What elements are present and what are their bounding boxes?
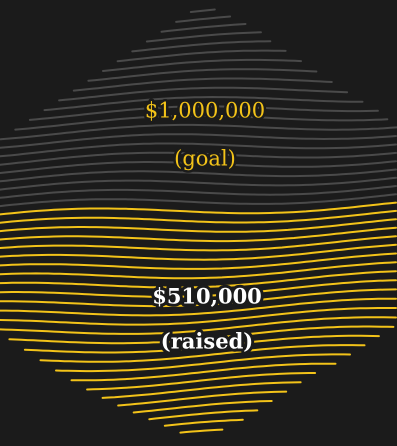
wave-line xyxy=(55,353,351,373)
wave-line xyxy=(72,77,333,92)
wave-line xyxy=(0,133,397,149)
wave-line xyxy=(0,218,397,233)
wave-line xyxy=(160,23,247,33)
wave-line xyxy=(87,68,318,82)
wave-line xyxy=(102,58,302,72)
wave-line xyxy=(14,114,389,131)
wave-line xyxy=(148,409,259,421)
wave-line xyxy=(0,142,397,158)
wave-line xyxy=(101,381,302,399)
wave-line xyxy=(0,123,397,141)
wave-line xyxy=(131,40,272,53)
wave-line xyxy=(0,168,397,183)
wave-line xyxy=(0,193,397,208)
raised-amount: $510,000 xyxy=(152,284,262,309)
wave-line xyxy=(0,288,397,308)
wave-line xyxy=(0,270,397,289)
wave-line xyxy=(39,344,366,363)
wave-line xyxy=(163,418,244,427)
goal-amount: $1,000,000 xyxy=(145,99,265,123)
wave-line xyxy=(179,428,224,434)
wave-line xyxy=(132,400,273,414)
wave-lines xyxy=(0,8,397,434)
wave-line xyxy=(0,261,397,280)
wave-line xyxy=(58,86,349,102)
wave-line xyxy=(43,95,364,112)
wave-line xyxy=(86,372,317,391)
wave-line xyxy=(145,31,262,43)
wave-line xyxy=(28,105,379,121)
wave-line xyxy=(23,334,380,354)
wave-line xyxy=(189,8,216,13)
wave-line xyxy=(0,316,397,335)
raised-label: (raised) xyxy=(161,329,253,354)
wave-line xyxy=(70,362,337,382)
wave-line xyxy=(0,226,397,243)
wave-line xyxy=(0,201,397,216)
wave-line xyxy=(0,209,397,224)
wave-line xyxy=(0,252,397,270)
wave-line xyxy=(0,235,397,252)
wave-line xyxy=(0,297,397,317)
wave-line xyxy=(0,151,397,166)
wave-line xyxy=(175,15,232,23)
wave-line xyxy=(0,185,397,199)
wave-line xyxy=(0,307,397,326)
wave-line xyxy=(0,279,397,298)
wave-line xyxy=(0,160,397,174)
wave-line xyxy=(117,390,288,407)
wave-line xyxy=(8,325,395,345)
wave-line xyxy=(0,243,397,261)
wave-line xyxy=(116,49,287,63)
wave-line xyxy=(0,176,397,191)
goal-label: (goal) xyxy=(174,147,236,171)
